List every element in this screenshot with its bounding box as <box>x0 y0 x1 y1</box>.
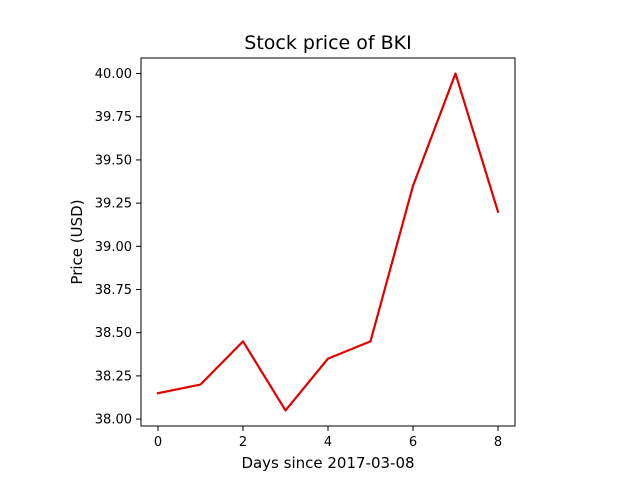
y-tick-label: 38.00 <box>95 413 132 428</box>
x-axis: 0 2 4 6 8 <box>154 426 502 450</box>
y-tick-label: 38.25 <box>95 369 132 384</box>
y-axis-label: Price (USD) <box>68 199 86 284</box>
x-axis-label: Days since 2017-03-08 <box>241 454 414 472</box>
y-tick-label: 39.00 <box>95 240 132 255</box>
x-tick-label: 8 <box>494 435 502 450</box>
y-tick-label: 38.50 <box>95 326 132 341</box>
x-tick-label: 0 <box>154 435 162 450</box>
y-tick-label: 39.50 <box>95 153 132 168</box>
y-tick-label: 40.00 <box>95 67 132 82</box>
y-tick-label: 38.75 <box>95 283 132 298</box>
y-axis: 38.00 38.25 38.50 38.75 39.00 39.25 39.50 39.75… <box>95 67 141 428</box>
y-tick-label: 39.25 <box>95 197 132 212</box>
y-tick-label: 39.75 <box>95 110 132 125</box>
x-tick-label: 6 <box>409 435 417 450</box>
chart-title: Stock price of BKI <box>244 32 411 54</box>
x-tick-label: 2 <box>239 435 247 450</box>
x-tick-label: 4 <box>324 435 332 450</box>
series-layer <box>156 72 500 412</box>
